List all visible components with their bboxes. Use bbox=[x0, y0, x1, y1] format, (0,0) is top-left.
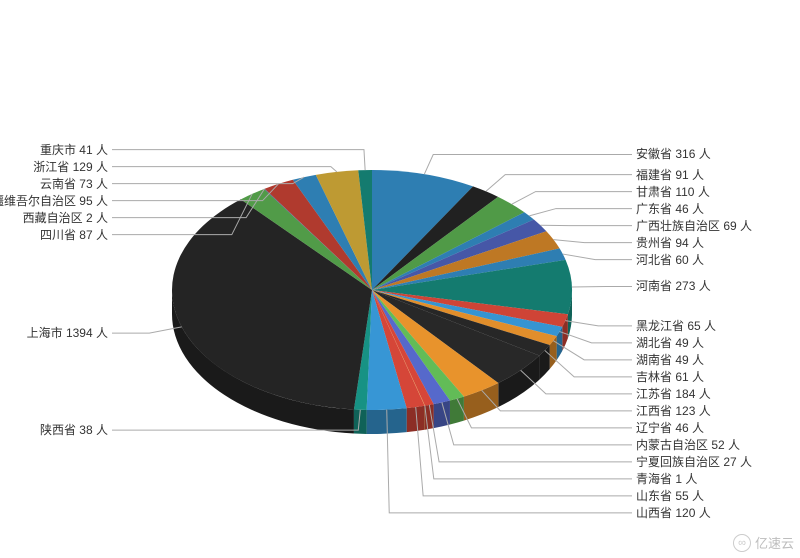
cloud-icon: ∞ bbox=[733, 534, 751, 552]
watermark: ∞ 亿速云 bbox=[733, 533, 794, 552]
watermark-text: 亿速云 bbox=[755, 533, 794, 552]
pie-chart bbox=[0, 0, 800, 558]
